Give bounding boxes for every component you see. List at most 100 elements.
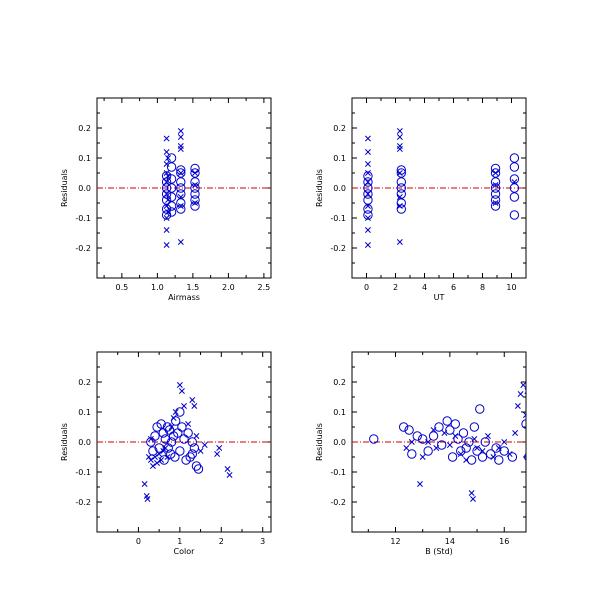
data-point-circle: [469, 422, 480, 432]
data-point-circle: [490, 163, 501, 174]
y-axis-label: Residuals: [60, 423, 69, 461]
data-point-circle: [412, 431, 422, 441]
data-point-circle: [161, 171, 172, 181]
data-point-cross: [517, 391, 524, 397]
data-point-circle: [490, 195, 501, 205]
data-point-circle: [466, 455, 477, 465]
data-point-circle: [445, 425, 455, 435]
data-point-circle: [521, 419, 526, 429]
data-point-cross: [192, 200, 198, 206]
x-tick-label: 1.5: [187, 283, 200, 292]
data-point-circle: [428, 431, 439, 441]
data-point-cross: [492, 182, 499, 188]
data-markers: [141, 382, 233, 502]
scatter-panel-4: -0.2 -0.1 0.0 0.1 0.2 12 14 16 B (Std) Residuals: [315, 351, 539, 556]
x-tick-label: 6: [451, 283, 456, 292]
data-point-circle: [499, 446, 509, 456]
data-point-circle: [160, 434, 171, 444]
data-point-cross: [193, 433, 200, 439]
data-point-circle: [369, 434, 379, 444]
data-point-circle: [363, 210, 373, 220]
y-tick-label: -0.1: [330, 214, 346, 223]
data-point-cross: [163, 242, 170, 248]
data-point-cross: [419, 454, 426, 460]
x-tick-label: 0: [364, 283, 369, 292]
x-axis-label: UT: [434, 293, 445, 302]
data-point-circle: [175, 407, 185, 417]
data-point-cross: [158, 457, 165, 463]
data-point-cross: [364, 135, 371, 142]
data-point-cross: [177, 146, 184, 152]
y-tick-label: -0.2: [75, 244, 91, 253]
data-point-circle: [453, 434, 463, 444]
y-axis-label: Residuals: [60, 169, 69, 207]
data-point-circle: [509, 192, 520, 202]
data-point-circle: [161, 204, 172, 214]
data-point-cross: [523, 412, 526, 418]
data-point-cross: [364, 161, 371, 167]
data-point-cross: [154, 460, 161, 466]
data-point-cross: [163, 215, 170, 221]
data-point-circle: [190, 189, 200, 199]
y-axis-label: Residuals: [315, 169, 324, 207]
data-point-cross: [403, 445, 410, 451]
data-point-cross: [364, 149, 371, 155]
data-point-cross: [512, 430, 519, 436]
data-point-cross: [163, 170, 170, 176]
data-point-circle: [176, 177, 186, 187]
data-point-circle: [490, 168, 501, 178]
data-point-circle: [509, 162, 520, 172]
x-tick-label: 1: [177, 537, 182, 546]
scatter-panel-1: -0.2 -0.1 0.0 0.1 0.2 0.5 1.0 1.5 2.0 2.5 Airmass R…: [60, 97, 272, 302]
data-point-circle: [162, 422, 173, 432]
data-point-cross: [396, 128, 403, 134]
data-point-circle: [490, 189, 501, 199]
data-point-circle: [166, 153, 177, 163]
data-point-cross: [177, 170, 184, 176]
data-point-cross: [364, 242, 371, 248]
data-point-circle: [494, 455, 504, 465]
data-point-circle: [177, 422, 187, 432]
data-point-circle: [176, 189, 186, 199]
x-tick-label: 4: [422, 283, 427, 292]
x-axis-label: B (Std): [425, 547, 453, 556]
data-point-circle: [148, 446, 158, 456]
data-point-cross: [144, 496, 151, 502]
data-point-cross: [214, 451, 221, 457]
data-point-circle: [161, 177, 172, 187]
x-axis-label: Airmass: [168, 293, 200, 302]
data-point-circle: [396, 189, 406, 199]
data-point-cross: [492, 200, 499, 206]
data-point-cross: [514, 403, 521, 409]
data-point-circle: [363, 171, 373, 181]
y-tick-label: -0.2: [330, 498, 346, 507]
data-point-circle: [190, 168, 200, 178]
data-point-circle: [434, 422, 444, 432]
y-tick-label: -0.2: [330, 244, 346, 253]
data-point-cross: [226, 472, 233, 478]
data-point-cross: [163, 227, 170, 233]
x-tick-label: 2: [219, 537, 224, 546]
x-tick-label: 1.0: [151, 283, 164, 292]
data-point-circle: [161, 189, 172, 199]
data-point-circle: [509, 153, 520, 163]
y-tick-label: 0.0: [78, 184, 91, 193]
data-point-circle: [190, 195, 200, 205]
y-tick-label: 0.0: [333, 184, 346, 193]
data-point-circle: [458, 428, 469, 438]
data-point-circle: [176, 168, 186, 178]
data-point-cross: [189, 397, 196, 403]
data-point-circle: [396, 168, 406, 178]
data-point-circle: [407, 449, 417, 459]
data-point-circle: [450, 419, 461, 429]
data-point-circle: [491, 443, 501, 453]
data-point-circle: [447, 452, 458, 462]
x-axis-label: Color: [174, 547, 196, 556]
data-point-circle: [509, 183, 520, 193]
y-axis-label: Residuals: [315, 423, 324, 461]
x-tick-label: 8: [480, 283, 485, 292]
data-point-cross: [529, 397, 534, 402]
data-point-circle: [185, 452, 195, 462]
data-point-cross: [534, 400, 539, 405]
data-point-circle: [190, 177, 200, 187]
